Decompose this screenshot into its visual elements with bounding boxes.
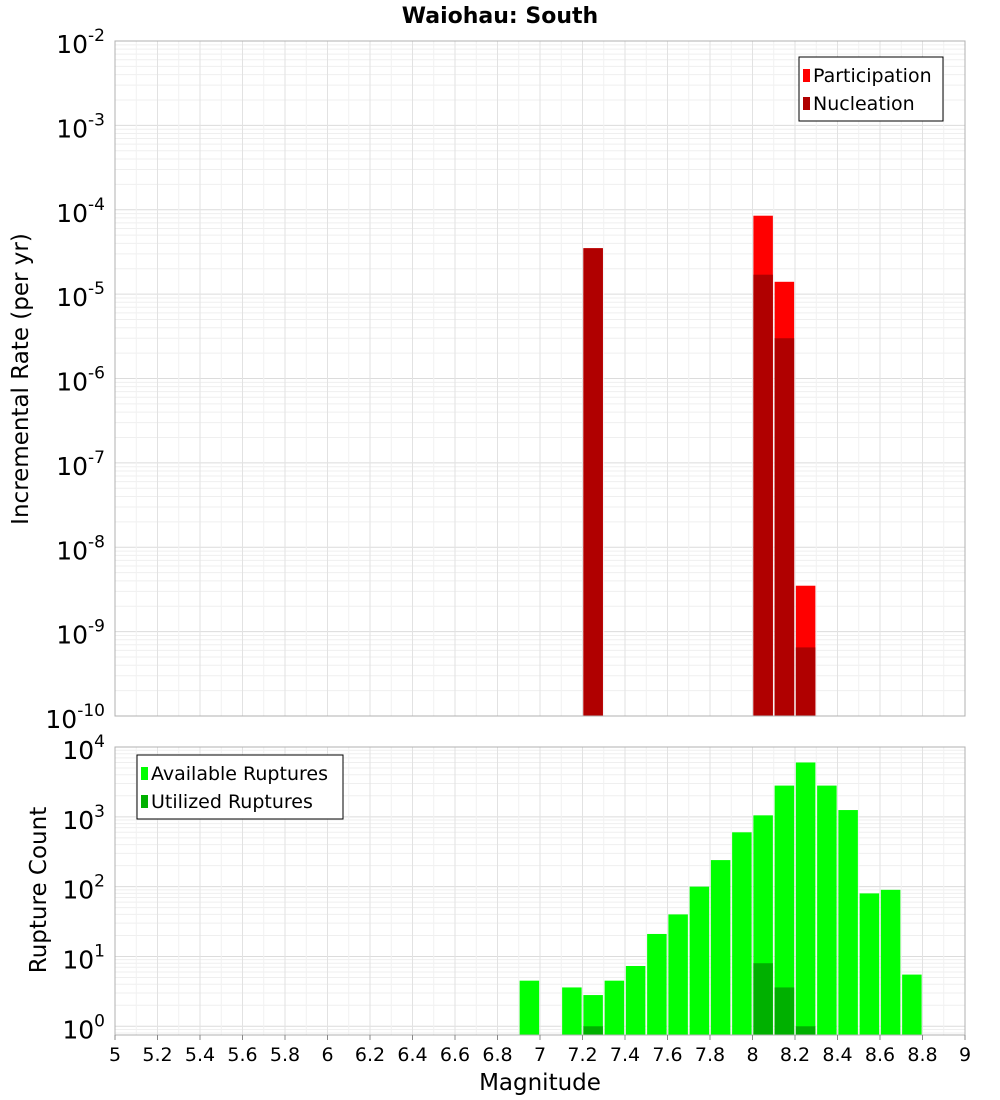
x-tick-label: 5.2 xyxy=(142,1044,172,1066)
legend-swatch xyxy=(803,97,810,110)
y-tick-label: 10-8 xyxy=(56,532,105,565)
legend: Available Ruptures Utilized Ruptures xyxy=(136,754,344,820)
y-tick-label: 104 xyxy=(62,732,105,765)
x-tick-label: 7.4 xyxy=(610,1044,640,1066)
bar-secondary xyxy=(753,274,773,716)
y-tick-label: 103 xyxy=(62,802,105,835)
legend-swatch xyxy=(803,69,810,82)
legend-label: Available Ruptures xyxy=(151,763,328,785)
bar-primary xyxy=(710,860,731,1035)
legend: Participation Nucleation xyxy=(798,56,944,122)
y-tick-label: 101 xyxy=(62,941,105,974)
chart-title: Waiohau: South xyxy=(402,4,598,29)
x-axis-label: Magnitude xyxy=(479,1070,601,1096)
bar-primary xyxy=(795,762,816,1035)
top-y-axis-label: Incremental Rate (per yr) xyxy=(8,233,34,525)
x-tick-label: 6.4 xyxy=(397,1044,427,1066)
bar-primary xyxy=(647,933,667,1035)
bar-secondary xyxy=(774,987,795,1035)
x-tick-label: 9 xyxy=(959,1044,971,1066)
y-tick-label: 102 xyxy=(62,872,105,905)
bar-primary xyxy=(519,980,540,1035)
y-tick-label: 10-2 xyxy=(56,26,105,59)
x-tick-label: 8.2 xyxy=(780,1044,810,1066)
x-tick-label: 6 xyxy=(321,1044,333,1066)
x-tick-label: 7.8 xyxy=(695,1044,725,1066)
y-tick-label: 10-4 xyxy=(56,195,105,228)
bar-primary xyxy=(732,832,752,1035)
bar-primary xyxy=(668,914,688,1035)
bar-primary xyxy=(859,893,880,1035)
x-tick-label: 8 xyxy=(746,1044,758,1066)
x-tick-label: 7.6 xyxy=(652,1044,682,1066)
x-tick-label: 6.2 xyxy=(355,1044,385,1066)
chart-panel-2: 100 101 102 103 104 5 5.2 5.4 5.6 5.8 6 6.2 6.4 6.6 6.… xyxy=(62,732,971,1066)
bottom-y-axis-label: Rupture Count xyxy=(26,807,52,973)
legend-swatch xyxy=(141,767,148,780)
y-tick-label: 10-3 xyxy=(56,110,105,143)
x-tick-label: 8.4 xyxy=(822,1044,852,1066)
legend-label: Utilized Ruptures xyxy=(151,791,313,813)
bar-primary xyxy=(604,980,625,1035)
x-tick-label: 7 xyxy=(534,1044,546,1066)
x-tick-label: 5 xyxy=(109,1044,121,1066)
plot-layer: 10-10 10-9 10-8 10-7 10-6 10-5 10-4 10-3 10-2 Par… xyxy=(45,26,971,1066)
plot-frame xyxy=(114,40,966,717)
legend-label: Participation xyxy=(813,65,932,87)
x-tick-label: 8.8 xyxy=(907,1044,937,1066)
bar-primary xyxy=(817,785,837,1035)
y-tick-label: 10-10 xyxy=(45,701,105,734)
bar-primary xyxy=(625,966,646,1035)
legend-box xyxy=(136,754,344,820)
y-tick-label: 10-7 xyxy=(56,448,105,481)
bar-primary xyxy=(902,974,922,1035)
bar-primary xyxy=(774,785,795,1035)
chart-panel-1: 10-10 10-9 10-8 10-7 10-6 10-5 10-4 10-3 10-2 Par… xyxy=(45,26,966,734)
y-tick-label: 10-5 xyxy=(56,279,105,312)
bar-primary xyxy=(838,810,858,1035)
x-tick-label: 6.6 xyxy=(440,1044,470,1066)
bar-secondary xyxy=(795,1026,816,1035)
bar-primary xyxy=(689,886,710,1035)
bar-primary xyxy=(583,995,603,1035)
x-tick-label: 5.6 xyxy=(227,1044,257,1066)
legend-box xyxy=(798,56,944,122)
x-tick-label: 8.6 xyxy=(865,1044,895,1066)
bar-secondary xyxy=(583,1026,603,1035)
bar-primary xyxy=(562,987,582,1035)
y-tick-label: 100 xyxy=(62,1011,105,1044)
x-tick-label: 5.4 xyxy=(185,1044,215,1066)
x-tick-label: 6.8 xyxy=(482,1044,512,1066)
bar-secondary xyxy=(753,963,773,1035)
bar-secondary xyxy=(774,338,795,716)
y-tick-label: 10-6 xyxy=(56,364,105,397)
legend-swatch xyxy=(141,795,148,808)
bar-primary xyxy=(880,889,901,1035)
y-tick-label: 10-9 xyxy=(56,617,105,650)
x-tick-label: 5.8 xyxy=(270,1044,300,1066)
bar-secondary xyxy=(583,248,603,717)
legend-label: Nucleation xyxy=(813,93,915,115)
x-tick-label: 7.2 xyxy=(567,1044,597,1066)
bar-secondary xyxy=(795,647,816,716)
